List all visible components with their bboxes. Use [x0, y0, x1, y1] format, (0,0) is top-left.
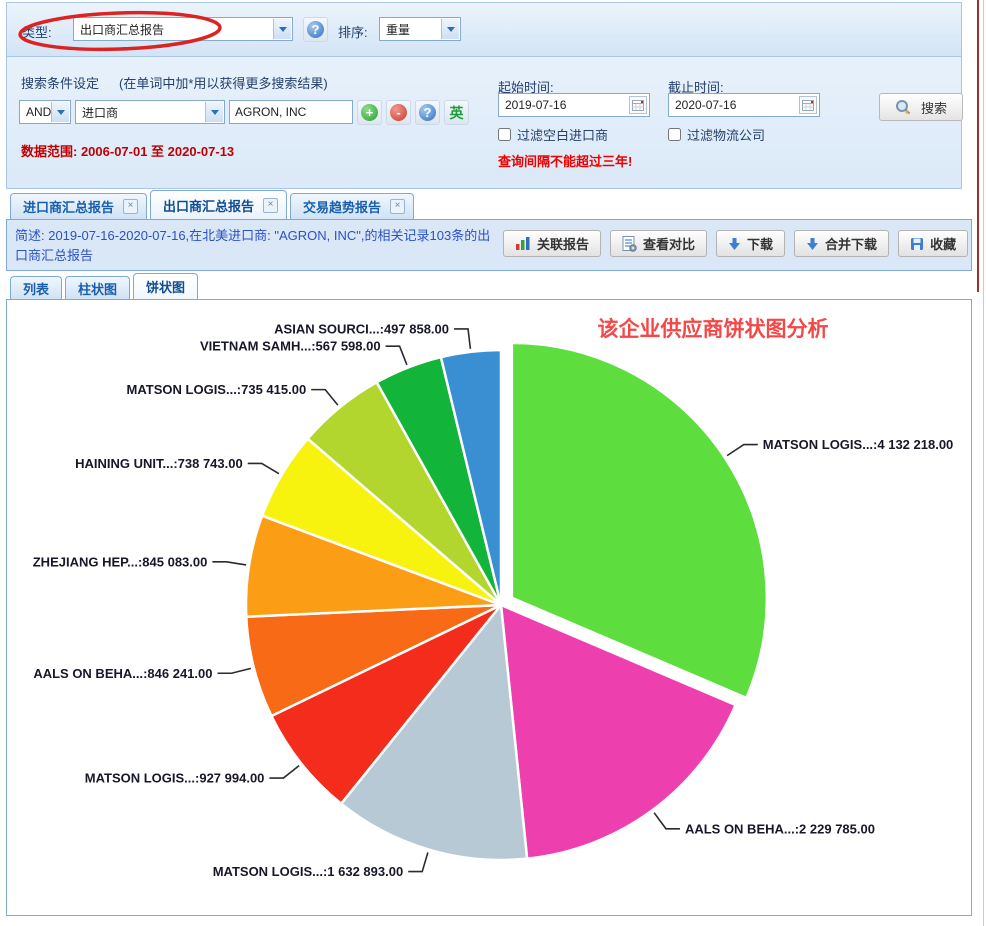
help-icon[interactable]: ? [415, 100, 440, 125]
pie-label-leader-line [311, 388, 339, 406]
sort-value: 重量 [386, 22, 411, 37]
search-conditions-bar: 搜索条件设定 (在单词中加*用以获得更多搜索结果) AND 进口商 + - ? … [6, 57, 963, 189]
pie-label-leader-line [408, 852, 429, 873]
pie-slice-label: VIETNAM SAMH...:567 598.00 [200, 339, 381, 354]
pie-slice-label: AALS ON BEHA...:2 229 785.00 [685, 821, 875, 836]
subtab-list[interactable]: 列表 [10, 276, 63, 299]
summary-bar: 简述: 2019-07-16-2020-07-16,在北美进口商: "AGRON… [6, 219, 972, 271]
pie-label-leader-line [726, 443, 758, 457]
chevron-down-icon[interactable] [205, 102, 223, 122]
chevron-down-icon[interactable] [441, 19, 459, 39]
pie-slice-9[interactable] [439, 348, 503, 607]
download-arrow-icon [729, 237, 741, 250]
pie-slice-3[interactable] [270, 603, 503, 805]
tab-importer-summary-report[interactable]: 进口商汇总报告 × [10, 193, 148, 219]
subtab-pie-chart[interactable]: 饼状图 [133, 273, 199, 299]
tab-trade-trend-report[interactable]: 交易趋势报告 × [290, 193, 415, 219]
bar-chart-icon [516, 237, 530, 250]
pie-label-leader-line [653, 812, 680, 830]
view-subtabstrip: 列表 柱状图 饼状图 [6, 273, 974, 299]
query-interval-warning: 查询间隔不能超过三年! [498, 154, 633, 169]
report-tabstrip: 进口商汇总报告 × 出口商汇总报告 × 交易趋势报告 × [6, 190, 974, 219]
report-summary-text: 简述: 2019-07-16-2020-07-16,在北美进口商: "AGRON… [15, 228, 491, 264]
window-edge-red-line [977, 0, 979, 292]
pie-label-leader-line [212, 561, 247, 566]
sort-label: 排序: [338, 25, 368, 40]
pie-slice-label: MATSON LOGIS...:927 994.00 [85, 771, 265, 786]
add-condition-button[interactable]: + [357, 100, 382, 125]
filter-blank-importer-checkbox-row[interactable]: 过滤空白进口商 [498, 125, 608, 144]
calendar-icon[interactable] [799, 96, 817, 114]
pie-label-leader-line [454, 328, 472, 349]
tab-exporter-summary-report[interactable]: 出口商汇总报告 × [150, 190, 288, 219]
supplier-pie-chart: MATSON LOGIS...:4 132 218.00 AALS ON BEHA… [33, 317, 954, 879]
pie-label-leader-line [269, 764, 300, 779]
window-edge-gray-line [983, 0, 984, 926]
filter-blank-importer-checkbox[interactable] [498, 128, 511, 141]
pie-slice-label: ZHEJIANG HEP...:845 083.00 [33, 554, 208, 569]
help-icon[interactable]: ? [303, 17, 328, 42]
close-icon[interactable]: × [123, 199, 139, 214]
chevron-down-icon[interactable] [273, 19, 291, 39]
pie-label-leader-line [247, 462, 280, 475]
close-icon[interactable]: × [390, 199, 406, 214]
related-report-button[interactable]: 关联报告 [503, 230, 602, 257]
pie-slice-label: ASIAN SOURCI...:497 858.00 [274, 321, 449, 336]
download-arrow-icon [807, 237, 819, 250]
save-disk-icon [911, 237, 924, 250]
start-date-input[interactable]: 2019-07-16 [498, 93, 650, 117]
search-settings-hint: (在单词中加*用以获得更多搜索结果) [119, 76, 328, 91]
report-type-select[interactable]: 出口商汇总报告 [73, 17, 293, 41]
start-time-label: 起始时间: [498, 80, 554, 95]
search-icon [895, 99, 911, 114]
close-icon[interactable]: × [263, 197, 279, 213]
subtab-bar-chart[interactable]: 柱状图 [65, 276, 131, 299]
end-date-input[interactable]: 2020-07-16 [668, 93, 820, 117]
pie-slice-2[interactable] [339, 603, 529, 862]
end-time-label: 截止时间: [668, 80, 724, 95]
favorite-button[interactable]: 收藏 [898, 230, 969, 257]
data-range-text: 数据范围: 2006-07-01 至 2020-07-13 [21, 144, 235, 159]
filter-logistics-checkbox[interactable] [668, 128, 681, 141]
filter-logistics-checkbox-row[interactable]: 过滤物流公司 [668, 125, 765, 144]
type-label: 类型: [22, 25, 52, 40]
english-toggle-button[interactable]: 英 [444, 100, 469, 125]
boolean-operator-select[interactable]: AND [19, 100, 71, 124]
pie-slice-1[interactable] [499, 603, 737, 860]
calendar-icon[interactable] [629, 96, 647, 114]
pie-slice-label: AALS ON BEHA...:846 241.00 [33, 666, 212, 681]
merge-download-button[interactable]: 合并下载 [794, 230, 890, 257]
pie-slice-label: HAINING UNIT...:738 743.00 [75, 456, 243, 471]
keyword-input[interactable] [229, 100, 353, 124]
remove-condition-button[interactable]: - [386, 100, 411, 125]
document-gear-icon [622, 235, 637, 252]
pie-slice-0[interactable] [510, 341, 769, 700]
search-button[interactable]: 搜索 [879, 93, 963, 121]
pie-chart-title: 该企业供应商饼状图分析 [598, 317, 829, 341]
pie-chart-panel: MATSON LOGIS...:4 132 218.00 AALS ON BEHA… [6, 299, 972, 916]
download-button[interactable]: 下载 [716, 230, 786, 257]
pie-slice-label: MATSON LOGIS...:4 132 218.00 [763, 437, 954, 452]
view-comparison-button[interactable]: 查看对比 [610, 230, 708, 257]
report-type-bar: 类型: 出口商汇总报告 ? 排序: 重量 [6, 2, 962, 57]
pie-slice-label: MATSON LOGIS...:1 632 893.00 [213, 864, 404, 879]
pie-label-leader-line [385, 345, 408, 366]
pie-label-leader-line [217, 667, 252, 675]
sort-select[interactable]: 重量 [379, 17, 461, 41]
report-type-value: 出口商汇总报告 [80, 22, 165, 37]
search-field-select[interactable]: 进口商 [75, 100, 225, 124]
search-settings-title: 搜索条件设定 [21, 76, 100, 91]
pie-slice-label: MATSON LOGIS...:735 415.00 [127, 382, 307, 397]
chevron-down-icon[interactable] [51, 102, 69, 122]
app-window: 类型: 出口商汇总报告 ? 排序: 重量 搜索条件设定 (在单词中加*用以获得更… [6, 2, 974, 916]
report-toolbar: 关联报告 查看对比 下载 [503, 230, 969, 257]
